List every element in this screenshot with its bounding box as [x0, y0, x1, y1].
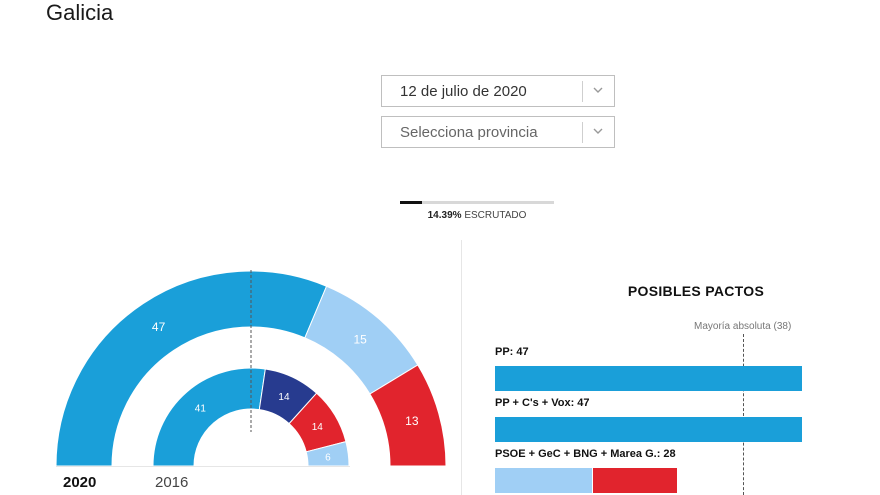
date-select-value: 12 de julio de 2020 [400, 83, 527, 100]
inner-seat-label: 41 [195, 403, 207, 414]
select-divider [582, 122, 583, 143]
majority-line [743, 334, 745, 495]
outer-seat-arc[interactable] [55, 270, 328, 467]
inner-seat-label: 14 [278, 392, 290, 403]
pact-row: PP: 47 [495, 346, 815, 391]
outer-seat-label: 15 [353, 333, 367, 347]
majority-label: Mayoría absoluta (38) [694, 321, 792, 332]
select-divider [582, 81, 583, 102]
date-select[interactable]: 12 de julio de 2020 [381, 75, 615, 107]
pact-bar-segment [495, 417, 802, 442]
pact-row: PSOE + GeC + BNG + Marea G.: 28 [495, 448, 815, 493]
region-title: Galicia [46, 0, 114, 25]
outer-seat-label: 13 [405, 414, 419, 428]
inner-seat-label: 14 [312, 422, 324, 433]
chevron-down-icon [593, 87, 603, 93]
section-divider [461, 240, 462, 495]
scrutiny-percent: 14.39% [427, 210, 462, 221]
inner-seat-label: 6 [325, 452, 331, 463]
province-select-placeholder: Selecciona provincia [400, 124, 538, 141]
inner-seat-arc[interactable] [152, 367, 266, 467]
scrutiny-progress-bar [400, 201, 554, 204]
chevron-down-icon [593, 128, 603, 134]
year-tab-2016[interactable]: 2016 [155, 474, 189, 491]
pact-bar [495, 417, 815, 442]
pacts-title: POSIBLES PACTOS [627, 283, 765, 299]
outer-seat-label: 47 [152, 320, 166, 334]
pact-bar [495, 366, 815, 391]
scrutiny-label: ESCRUTADO [464, 210, 527, 221]
pact-label: PSOE + GeC + BNG + Marea G.: 28 [495, 448, 676, 460]
hemicycle-chart: 47 15 13 41 14 14 6 [55, 270, 447, 467]
pact-label: PP + C's + Vox: 47 [495, 397, 590, 409]
pact-label: PP: 47 [495, 346, 529, 358]
outer-seat-arc[interactable] [369, 364, 447, 467]
scrutiny-progress-fill [400, 201, 423, 204]
pact-bar-segment [495, 366, 802, 391]
pact-row: PP + C's + Vox: 47 [495, 397, 815, 442]
scrutiny-status: 14.39% ESCRUTADO [400, 210, 554, 221]
year-tab-2020[interactable]: 2020 [63, 474, 97, 491]
pact-bar [495, 468, 815, 493]
province-select[interactable]: Selecciona provincia [381, 116, 615, 148]
pact-bar-segment [592, 468, 677, 493]
year-tabs-divider [56, 466, 350, 467]
pact-bar-segment [495, 468, 592, 493]
